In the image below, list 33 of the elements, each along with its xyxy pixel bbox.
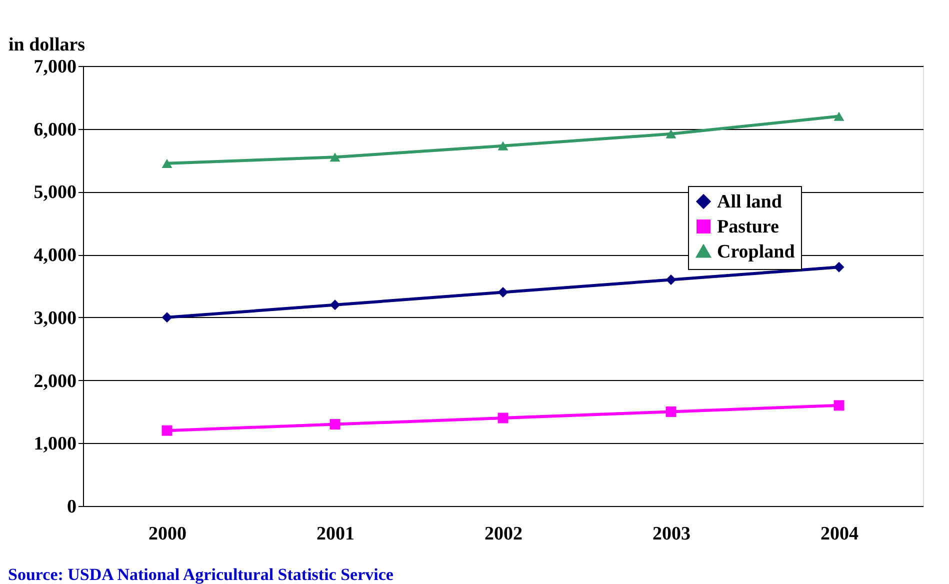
point — [834, 262, 844, 272]
y-tick-label: 6,000 — [34, 119, 76, 140]
x-tick-label: 2004 — [820, 524, 859, 544]
legend-label: Pasture — [717, 216, 779, 238]
y-tick-label: 1,000 — [34, 434, 76, 455]
x-tick-label: 2003 — [652, 524, 690, 544]
point — [162, 425, 172, 436]
x-tick-label: 2001 — [316, 524, 354, 544]
x-tick-label: 2002 — [484, 524, 522, 544]
legend-label: Cropland — [717, 242, 796, 262]
y-tick-label: 5,000 — [34, 182, 76, 204]
y-axis-title: in dollars — [8, 34, 86, 56]
source-note: Source: USDA National Agricultural Statistic Service — [8, 565, 394, 584]
y-tick-label: 3,000 — [34, 308, 76, 329]
y-tick-label: 4,000 — [34, 245, 76, 266]
point — [834, 112, 844, 121]
y-tick-label: 7,000 — [34, 56, 76, 78]
y-tick-label: 0 — [67, 496, 76, 518]
point — [330, 419, 340, 430]
point — [162, 158, 172, 168]
point — [666, 129, 676, 138]
point — [834, 400, 844, 411]
legend-label: All land — [717, 192, 782, 212]
point — [330, 300, 340, 310]
point — [498, 141, 508, 150]
point — [666, 274, 676, 285]
point — [498, 287, 508, 298]
point — [498, 412, 508, 424]
x-tick-label: 2000 — [148, 524, 186, 544]
point — [162, 312, 172, 323]
point — [666, 406, 676, 417]
point — [330, 152, 340, 162]
y-tick-label: 2,000 — [34, 370, 76, 392]
